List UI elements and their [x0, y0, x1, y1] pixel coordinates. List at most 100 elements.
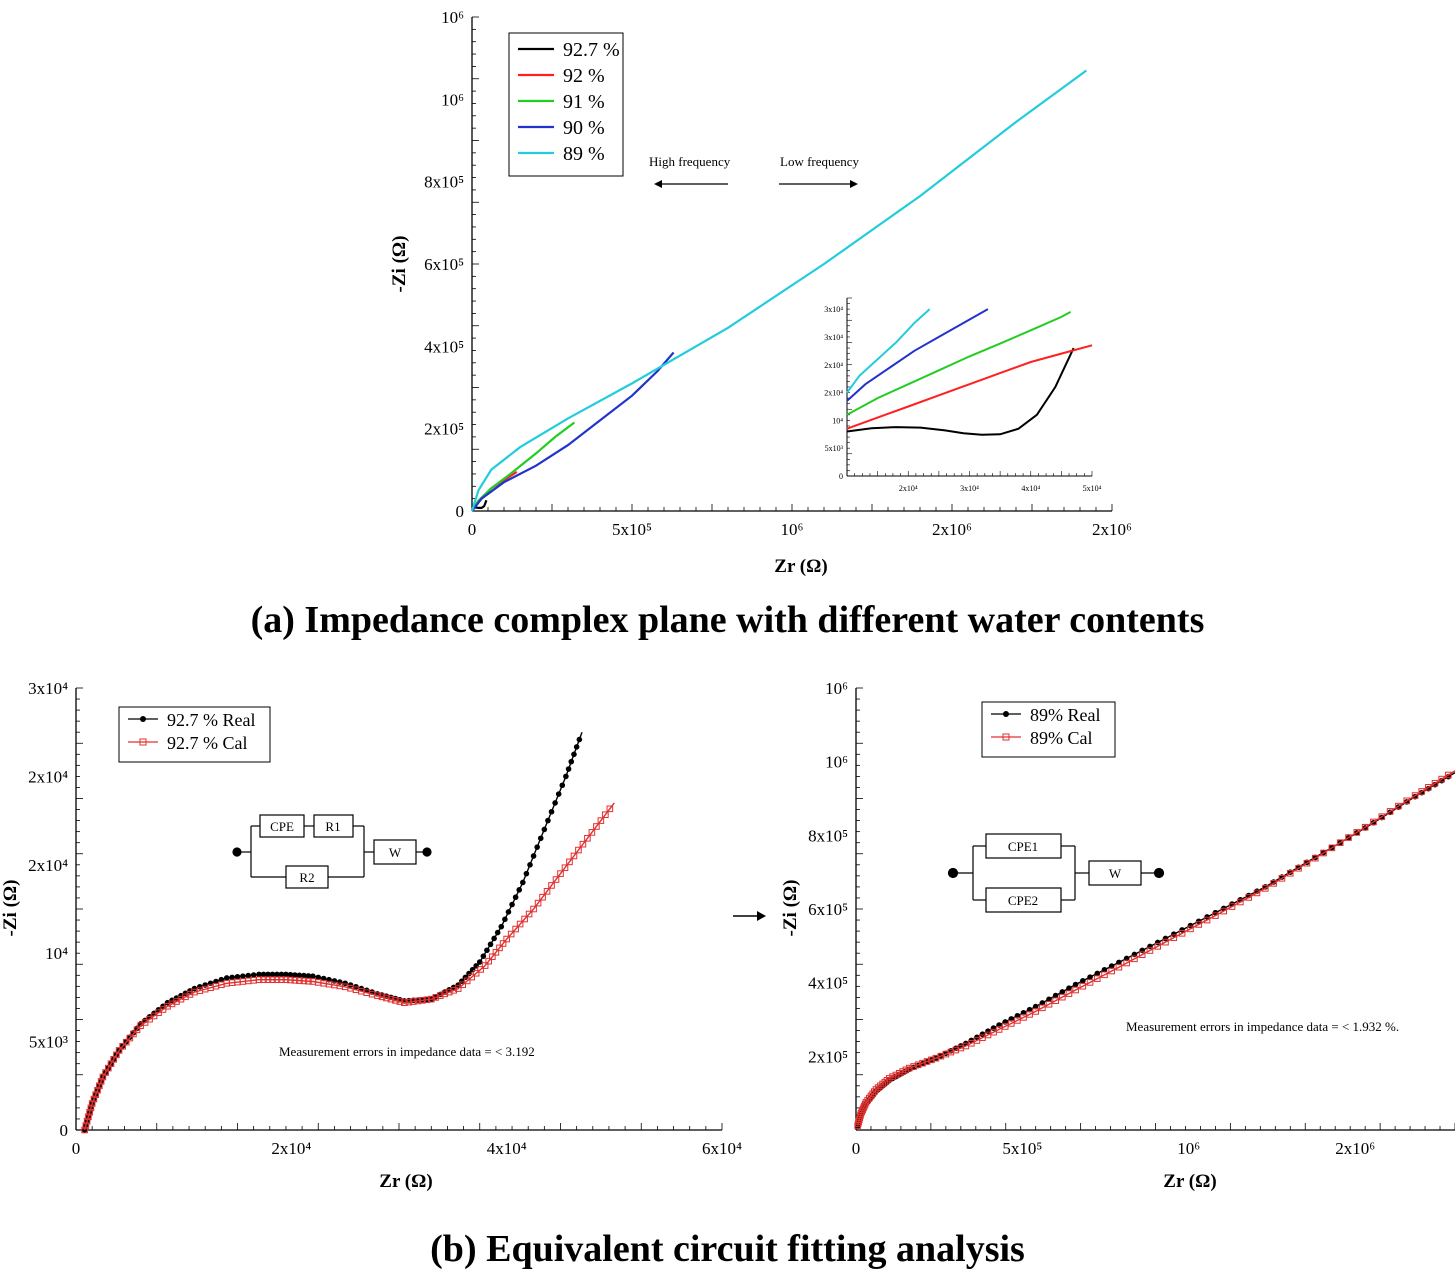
inset-x-tick-label: 4x10⁴	[1021, 484, 1040, 493]
inset-y-tick-label: 3x10⁴	[824, 305, 843, 314]
data-point	[1146, 947, 1154, 954]
data-point	[892, 1071, 900, 1079]
data-point	[274, 971, 280, 978]
high-frequency-label: High frequency	[649, 154, 731, 169]
caption-b: (b) Equivalent circuit fitting analysis	[430, 1228, 1025, 1270]
data-point	[1170, 934, 1178, 942]
legend-label: 92 %	[563, 65, 605, 87]
data-point	[1123, 959, 1130, 967]
legend-label: 92.7 % Real	[167, 710, 255, 730]
legend-label: 89% Cal	[1030, 728, 1093, 748]
r1-label: R1	[325, 819, 340, 834]
data-point	[576, 736, 583, 743]
data-point	[874, 1084, 882, 1091]
data-point	[245, 972, 252, 979]
data-point	[1007, 1020, 1015, 1027]
data-point	[1411, 792, 1419, 799]
x-tick-label: 0	[468, 520, 477, 539]
data-point	[283, 971, 289, 978]
data-point	[1311, 854, 1319, 862]
legend-marker	[140, 716, 146, 722]
data-point	[1425, 784, 1432, 791]
data-point	[552, 876, 560, 883]
data-point	[1039, 1004, 1046, 1012]
high-frequency-arrowhead	[654, 180, 662, 188]
data-point	[82, 1122, 90, 1129]
data-point	[301, 972, 307, 979]
cpe-label: CPE	[270, 819, 294, 834]
data-point	[250, 972, 257, 978]
data-point	[1108, 963, 1115, 969]
data-point	[559, 782, 566, 789]
data-point	[223, 975, 230, 981]
y-tick-label: 8x10⁵	[808, 826, 848, 845]
data-point	[516, 887, 523, 893]
data-point	[229, 974, 235, 981]
data-point	[305, 973, 312, 979]
data-point	[450, 987, 458, 994]
legend-marker	[1002, 733, 1010, 741]
data-point	[861, 1102, 868, 1110]
legend-label: 91 %	[563, 91, 605, 113]
data-point	[423, 996, 431, 1004]
data-point	[1171, 931, 1177, 937]
data-point	[979, 1031, 986, 1038]
data-point	[588, 829, 596, 836]
data-point	[523, 870, 530, 877]
data-point	[1431, 779, 1439, 787]
data-point	[539, 893, 546, 901]
data-point	[260, 971, 267, 978]
data-point	[466, 970, 472, 977]
data-point	[937, 1052, 945, 1060]
legend-box	[981, 701, 1116, 758]
data-point	[454, 985, 462, 992]
data-point	[315, 974, 322, 981]
x-tick-label: 6x10⁴	[702, 1139, 742, 1158]
data-point	[92, 1091, 100, 1098]
data-point	[871, 1088, 878, 1095]
data-point	[1245, 894, 1252, 901]
x-tick-label: 5x10⁵	[1002, 1139, 1042, 1158]
top-legend: 92.7 % 92 % 91 % 90 % 89 %	[508, 32, 624, 177]
data-point	[593, 823, 600, 830]
data-point	[269, 971, 276, 978]
data-point	[565, 766, 572, 772]
data-point	[877, 1082, 884, 1090]
data-point	[86, 1109, 93, 1116]
data-point	[90, 1095, 98, 1103]
data-point	[197, 983, 203, 990]
data-point	[566, 858, 573, 866]
inset-y-tick-label: 0	[839, 472, 843, 481]
legend-marker	[139, 738, 147, 746]
data-point	[273, 976, 281, 984]
y-tick-label: 2x10⁵	[808, 1047, 848, 1066]
right-circuit-terminal-out	[1153, 867, 1165, 879]
data-point	[521, 915, 528, 923]
data-point	[305, 977, 312, 985]
panel-arrow	[733, 911, 766, 921]
data-point	[579, 840, 587, 848]
data-point	[441, 990, 449, 998]
data-point	[336, 979, 343, 985]
data-point	[1101, 966, 1108, 973]
measurement-error-left: Measurement errors in impedance data = <…	[279, 1044, 535, 1059]
legend-box	[118, 706, 271, 763]
y-axis-label: -Zi (Ω)	[389, 236, 410, 293]
data-point	[942, 1050, 950, 1058]
left-circuit-terminal-out	[422, 847, 432, 857]
data-point	[264, 976, 272, 984]
data-point	[428, 995, 435, 1003]
data-point	[256, 971, 262, 978]
data-point	[296, 972, 303, 979]
y-tick-label: 5x10³	[29, 1033, 68, 1052]
top-impedance-chart: 0 5x10⁵ 10⁶ 2x10⁶ 2x10⁶ 0 2x10⁵ 4x10⁵ 6x10⁵ 8x10⁵…	[389, 8, 1132, 577]
data-point	[419, 997, 426, 1004]
data-point	[1147, 943, 1153, 950]
data-point	[374, 992, 381, 999]
data-point	[1072, 986, 1079, 994]
legend-label: 92.7 % Cal	[167, 733, 248, 753]
data-point	[1336, 839, 1344, 847]
data-point	[1094, 970, 1101, 977]
data-point	[910, 1063, 917, 1070]
data-point	[1378, 813, 1386, 820]
